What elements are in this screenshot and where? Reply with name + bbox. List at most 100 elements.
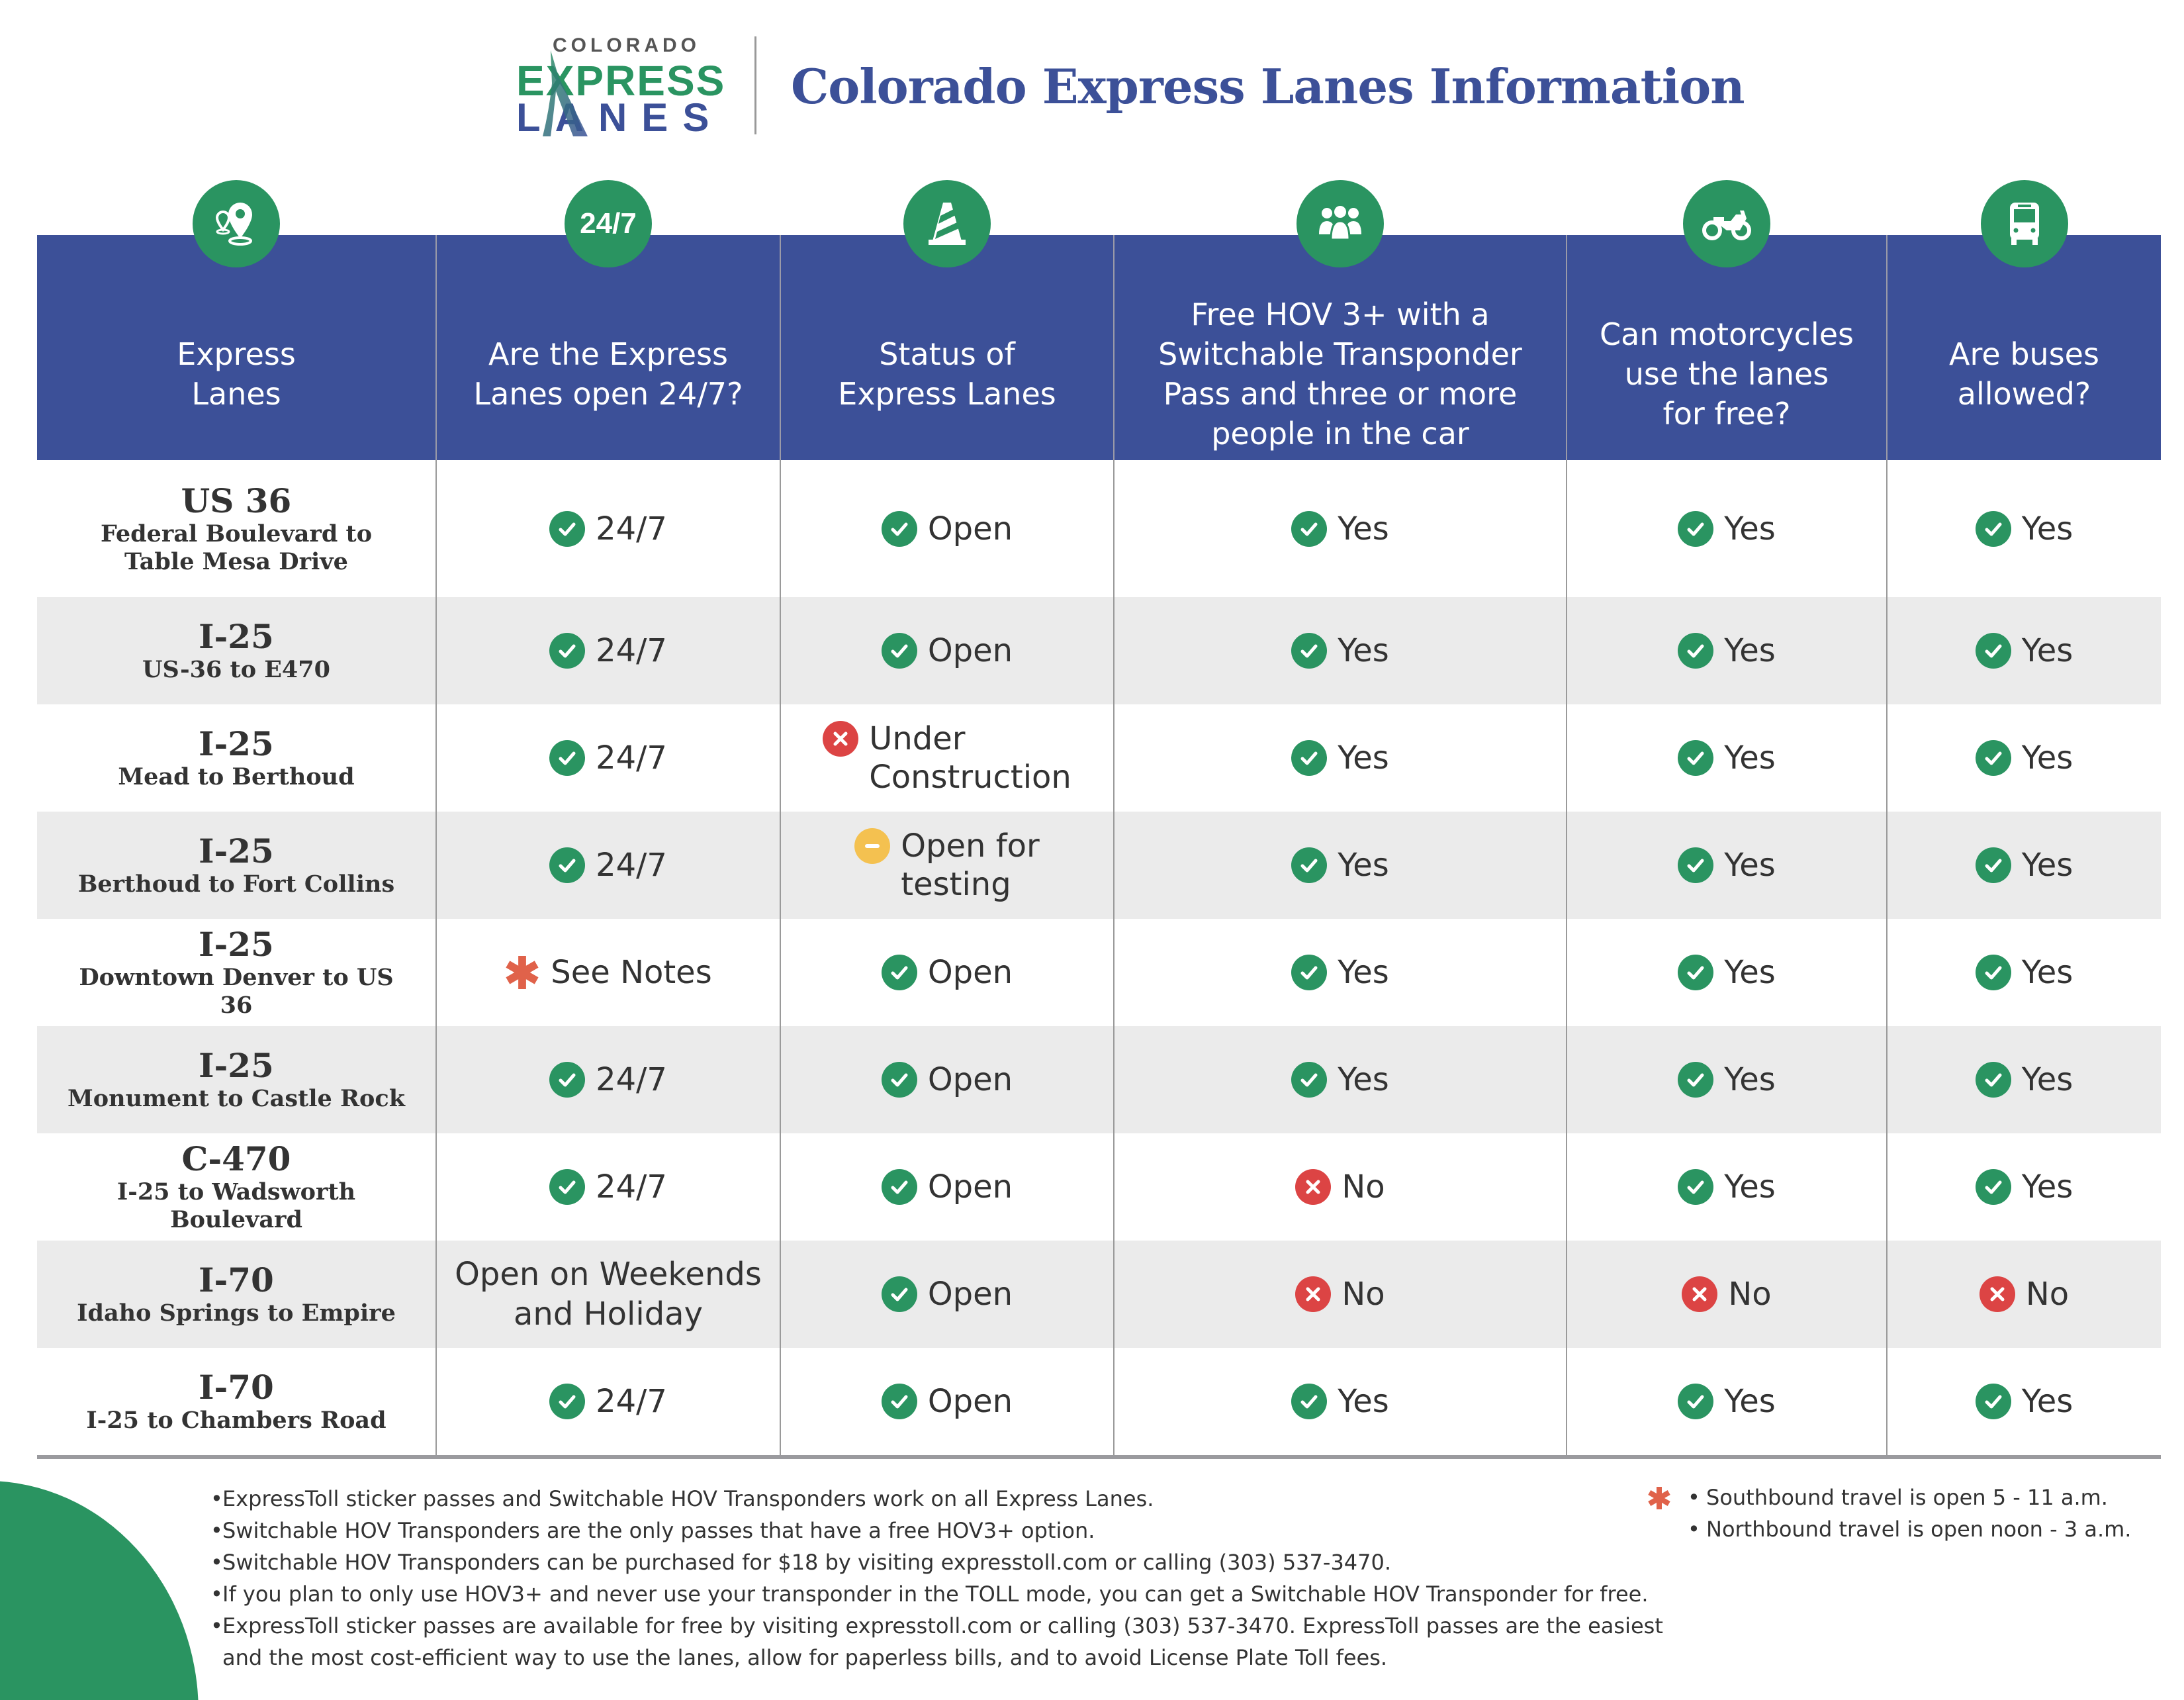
status-text: Yes: [1338, 1383, 1389, 1420]
lane-name: I-25: [199, 617, 274, 656]
x-circle-icon: [823, 721, 859, 757]
cell-open247: 24/7: [435, 812, 780, 919]
status-no: No: [1295, 1168, 1385, 1206]
bus-icon: [1980, 180, 2068, 267]
lane-segment: Federal Boulevard to Table Mesa Drive: [100, 520, 373, 575]
status-yes: Yes: [1975, 1061, 2073, 1099]
cell-hov: No: [1113, 1133, 1566, 1241]
lane-name: I-25: [199, 724, 274, 763]
asterisk-note-item: Southbound travel is open 5 - 11 a.m.: [1688, 1482, 2131, 1513]
motorcycle-icon: [1683, 180, 1770, 267]
lane-name: C-470: [181, 1139, 291, 1178]
table-row: I-70 I-25 to Chambers Road 24/7 Open Yes…: [37, 1348, 2161, 1455]
footnote-item: If you plan to only use HOV3+ and never …: [210, 1578, 1666, 1610]
status-yes: Yes: [1678, 510, 1776, 548]
lane-cell: US 36 Federal Boulevard to Table Mesa Dr…: [37, 460, 435, 597]
check-circle-icon: [1291, 1384, 1328, 1419]
check-circle-icon: [1975, 847, 2011, 883]
status-yes: Open: [881, 953, 1013, 992]
status-yes: Yes: [1291, 1382, 1389, 1421]
check-circle-icon: [1975, 1169, 2011, 1205]
status-text: 24/7: [596, 632, 667, 669]
table-row: I-25 Monument to Castle Rock 24/7 Open Y…: [37, 1026, 2161, 1133]
cell-motorcycles: Yes: [1566, 919, 1886, 1026]
status-text: Open: [927, 954, 1013, 991]
check-circle-icon: [1291, 633, 1328, 669]
check-circle-icon: [1678, 847, 1714, 883]
minus-circle-icon: [854, 828, 891, 864]
people-group-icon: [1297, 180, 1384, 267]
lane-cell: I-70 I-25 to Chambers Road: [37, 1348, 435, 1455]
cell-lane-status: Open: [780, 919, 1113, 1026]
cell-hov: No: [1113, 1241, 1566, 1348]
cell-lane-status: Open: [780, 1241, 1113, 1348]
status-yes: Open: [881, 510, 1013, 548]
column-header-status: Status of Express Lanes: [780, 180, 1113, 460]
status-text: Yes: [1724, 1383, 1776, 1420]
cell-lane-status: Open: [780, 1348, 1113, 1455]
table-header: Express Lanes 24/7 Are the Express Lanes…: [37, 180, 2161, 460]
status-text: Yes: [2021, 954, 2073, 991]
cell-open247: 24/7: [435, 460, 780, 597]
status-no: No: [1682, 1275, 1772, 1313]
check-circle-icon: [1678, 633, 1714, 669]
cell-buses: Yes: [1886, 1348, 2161, 1455]
column-header-express-lanes: Express Lanes: [37, 180, 435, 460]
asterisk-notes: Southbound travel is open 5 - 11 a.m.Nor…: [1648, 1482, 2131, 1545]
cell-buses: Yes: [1886, 1026, 2161, 1133]
footnote-item: ExpressToll sticker passes are available…: [210, 1610, 1666, 1674]
status-text: 24/7: [596, 1061, 667, 1098]
status-text: Yes: [1338, 739, 1389, 777]
check-circle-icon: [1975, 955, 2011, 990]
cell-hov: Yes: [1113, 460, 1566, 597]
status-yes: Yes: [1678, 1061, 1776, 1099]
lane-cell: I-25 Mead to Berthoud: [37, 704, 435, 812]
check-circle-icon: [1678, 1062, 1714, 1098]
status-text: Open: [927, 1061, 1013, 1098]
status-yes: Yes: [1678, 632, 1776, 670]
cell-buses: Yes: [1886, 812, 2161, 919]
cell-motorcycles: Yes: [1566, 812, 1886, 919]
check-circle-icon: [549, 510, 586, 547]
check-circle-icon: [1291, 510, 1328, 547]
title-divider: [754, 36, 756, 134]
status-text: Yes: [1338, 510, 1389, 547]
status-yes: Yes: [1975, 632, 2073, 670]
page-title: Colorado Express Lanes Information: [791, 58, 1745, 115]
status-yes: Yes: [1291, 632, 1389, 670]
cell-open247: See Notes: [435, 919, 780, 1026]
status-text: 24/7: [596, 847, 667, 884]
24-7-icon: 24/7: [565, 180, 652, 267]
check-circle-icon: [1678, 1169, 1714, 1205]
status-yes: Yes: [1678, 1382, 1776, 1421]
table-row: I-25 Downtown Denver to US 36 See Notes …: [37, 919, 2161, 1026]
lane-segment: Berthoud to Fort Collins: [77, 871, 395, 898]
check-circle-icon: [881, 955, 917, 990]
status-text: Yes: [1338, 954, 1389, 991]
check-circle-icon: [549, 633, 586, 669]
status-yes: Yes: [1291, 1061, 1389, 1099]
lane-segment: Downtown Denver to US 36: [79, 964, 394, 1019]
check-circle-icon: [1678, 1384, 1714, 1419]
logo-colorado-text: COLORADO: [553, 34, 700, 56]
table-bottom-rule: [37, 1455, 2161, 1459]
cell-open247: 24/7: [435, 704, 780, 812]
cell-buses: Yes: [1886, 704, 2161, 812]
check-circle-icon: [881, 1169, 917, 1205]
status-yes: Yes: [1975, 739, 2073, 777]
cell-hov: Yes: [1113, 1348, 1566, 1455]
status-yes: Yes: [1291, 953, 1389, 992]
cell-hov: Yes: [1113, 1026, 1566, 1133]
status-yes: 24/7: [549, 510, 667, 548]
cell-lane-status: Open: [780, 460, 1113, 597]
traffic-cone-icon: [903, 180, 991, 267]
status-yes: Yes: [1678, 739, 1776, 777]
status-text: Yes: [1724, 1168, 1776, 1205]
status-text: Yes: [2021, 632, 2073, 669]
lane-cell: I-25 Monument to Castle Rock: [37, 1026, 435, 1133]
status-yes: 24/7: [549, 846, 667, 884]
check-circle-icon: [1291, 740, 1328, 776]
cell-hov: Yes: [1113, 812, 1566, 919]
check-circle-icon: [549, 740, 586, 776]
table-row: I-70 Idaho Springs to Empire Open on Wee…: [37, 1241, 2161, 1348]
